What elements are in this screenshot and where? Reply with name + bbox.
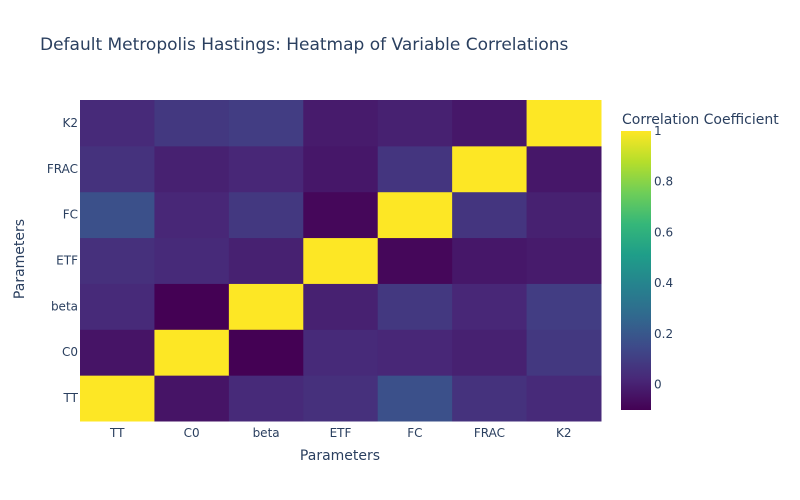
heatmap-cell-K2-ETF xyxy=(303,100,379,147)
heatmap-cell-C0-C0 xyxy=(154,329,230,376)
heatmap-cell-C0-TT xyxy=(80,329,155,376)
heatmap-cell-beta-beta xyxy=(228,283,304,330)
colorbar-ticks: 0 0.2 0.4 0.6 0.8 1 xyxy=(654,124,673,392)
heatmap-cell-TT-ETF xyxy=(303,375,379,422)
heatmap-cells xyxy=(80,100,602,422)
heatmap-cell-FRAC-beta xyxy=(228,145,304,193)
x-tick-label: C0 xyxy=(184,426,200,440)
heatmap-cell-K2-FRAC xyxy=(452,100,528,147)
heatmap-cell-ETF-ETF xyxy=(303,237,379,284)
colorbar: Correlation Coefficient 0 0.2 0.4 0.6 0.8 1 xyxy=(621,112,779,410)
heatmap-cell-TT-C0 xyxy=(154,375,230,422)
heatmap-cell-FRAC-ETF xyxy=(303,145,379,193)
heatmap-cell-FRAC-K2 xyxy=(526,145,602,193)
heatmap-cell-K2-beta xyxy=(228,100,304,147)
heatmap-cell-ETF-FRAC xyxy=(452,237,528,284)
heatmap-cell-K2-C0 xyxy=(154,100,230,147)
heatmap-cell-TT-TT xyxy=(80,375,155,422)
y-axis-title: Parameters xyxy=(12,219,28,299)
heatmap-cell-FC-FC xyxy=(377,191,453,239)
heatmap-cell-ETF-beta xyxy=(228,237,304,284)
heatmap-cell-C0-FRAC xyxy=(452,329,528,376)
x-tick-label: beta xyxy=(253,426,280,440)
heatmap-cell-ETF-TT xyxy=(80,237,155,284)
heatmap-cell-C0-beta xyxy=(228,329,304,376)
heatmap-cell-FC-beta xyxy=(228,191,304,239)
heatmap-cell-beta-FC xyxy=(377,283,453,330)
y-tick-label: FC xyxy=(63,208,78,222)
heatmap-cell-FC-FRAC xyxy=(452,191,528,239)
colorbar-gradient xyxy=(621,131,651,410)
heatmap-cell-FC-K2 xyxy=(526,191,602,239)
y-tick-label: C0 xyxy=(62,345,78,359)
colorbar-tick-label: 0.6 xyxy=(654,226,673,240)
heatmap-cell-beta-FRAC xyxy=(452,283,528,330)
x-tick-label: ETF xyxy=(330,426,352,440)
x-axis-title: Parameters xyxy=(300,448,380,464)
colorbar-tick-label: 0.8 xyxy=(654,175,673,189)
heatmap-cell-TT-FC xyxy=(377,375,453,422)
x-tick-label: TT xyxy=(109,426,125,440)
y-tick-label: ETF xyxy=(56,254,78,268)
heatmap-cell-FRAC-C0 xyxy=(154,145,230,193)
heatmap-cell-C0-ETF xyxy=(303,329,379,376)
x-tick-labels: TT C0 beta ETF FC FRAC K2 xyxy=(109,426,572,440)
y-tick-label: beta xyxy=(51,299,78,313)
heatmap-cell-FC-C0 xyxy=(154,191,230,239)
colorbar-tick-label: 1 xyxy=(654,124,662,138)
colorbar-tick-label: 0.4 xyxy=(654,276,673,290)
colorbar-tick-label: 0 xyxy=(654,378,662,392)
heatmap-cell-FRAC-TT xyxy=(80,145,155,193)
y-tick-label: K2 xyxy=(62,116,78,130)
heatmap-cell-ETF-FC xyxy=(377,237,453,284)
heatmap-cell-FC-TT xyxy=(80,191,155,239)
heatmap-cell-TT-beta xyxy=(228,375,304,422)
heatmap-cell-C0-K2 xyxy=(526,329,602,376)
heatmap-cell-beta-K2 xyxy=(526,283,602,330)
heatmap-cell-beta-TT xyxy=(80,283,155,330)
heatmap-cell-FRAC-FRAC xyxy=(452,145,528,193)
heatmap-cell-TT-K2 xyxy=(526,375,602,422)
colorbar-title: Correlation Coefficient xyxy=(622,112,779,128)
x-tick-label: FRAC xyxy=(474,426,505,440)
heatmap-cell-K2-K2 xyxy=(526,100,602,147)
y-tick-label: FRAC xyxy=(47,162,78,176)
heatmap-cell-ETF-C0 xyxy=(154,237,230,284)
chart-title: Default Metropolis Hastings: Heatmap of … xyxy=(40,35,568,55)
heatmap-cell-C0-FC xyxy=(377,329,453,376)
heatmap-cell-K2-TT xyxy=(80,100,155,147)
y-tick-label: TT xyxy=(63,391,79,405)
y-tick-labels: TT C0 beta ETF FC FRAC K2 xyxy=(47,116,79,405)
heatmap-cell-ETF-K2 xyxy=(526,237,602,284)
x-tick-label: FC xyxy=(407,426,422,440)
colorbar-tick-label: 0.2 xyxy=(654,327,673,341)
x-tick-label: K2 xyxy=(556,426,572,440)
heatmap-cell-FC-ETF xyxy=(303,191,379,239)
heatmap-cell-TT-FRAC xyxy=(452,375,528,422)
heatmap-cell-FRAC-FC xyxy=(377,145,453,193)
heatmap-cell-beta-C0 xyxy=(154,283,230,330)
heatmap-cell-beta-ETF xyxy=(303,283,379,330)
heatmap-cell-K2-FC xyxy=(377,100,453,147)
